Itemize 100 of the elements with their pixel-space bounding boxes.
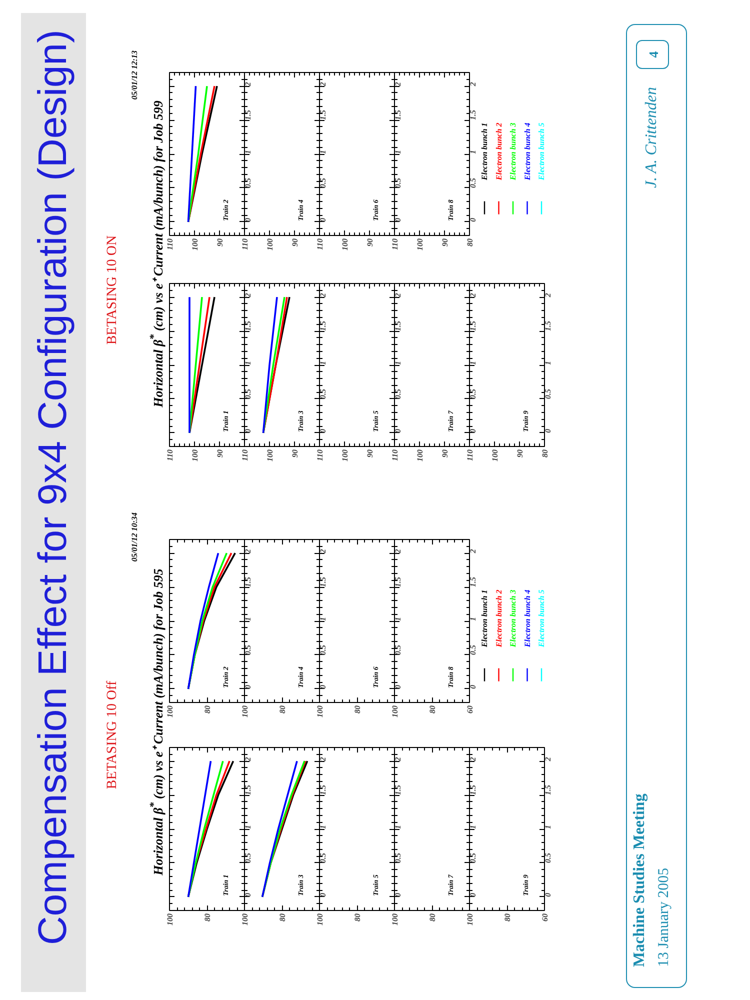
x-tick-label: 80 — [353, 914, 362, 922]
y-tick-label: 2 — [394, 757, 402, 762]
x-tick-label: 110 — [166, 238, 174, 250]
y-tick-label: 0 — [544, 428, 552, 433]
text: Electron bunch 4 — [522, 122, 532, 182]
text: Electron bunch 2 — [494, 590, 504, 648]
y-tick-label: 1.5 — [468, 110, 478, 120]
x-tick-label: 100 — [240, 706, 250, 718]
legend-label: Electron bunch 5 — [537, 122, 546, 182]
x-tick-label: 90 — [440, 450, 450, 458]
y-tick-label: 0.5 — [394, 644, 402, 655]
x-tick-label: 80 — [353, 706, 362, 714]
y-tick-label: 1 — [318, 825, 328, 829]
x-tick-label: 100 — [316, 914, 324, 926]
text: Compensation Effect for 9x4 Configuration (Design) — [30, 30, 76, 946]
x-tick-label: 100 — [416, 450, 424, 462]
y-tick-label: 1.5 — [318, 321, 328, 332]
x-tick-label: 100 — [240, 914, 250, 926]
y-tick-label: 0 — [394, 218, 402, 222]
y-tick-label: 1 — [318, 617, 328, 621]
y-tick-label: 2 — [544, 757, 552, 762]
x-tick-label: 60 — [466, 706, 474, 714]
y-tick-label: 2 — [318, 293, 328, 298]
y-tick-label: 1.5 — [394, 321, 402, 332]
x-tick-label: 110 — [390, 238, 400, 250]
y-tick-label: 0 — [468, 428, 478, 433]
y-tick-label: 0 — [468, 218, 478, 222]
y-tick-label: 0 — [318, 892, 328, 897]
y-tick-label: 1 — [468, 361, 478, 365]
text: BETASING 10 Off — [104, 680, 121, 790]
x-tick-label: 80 — [203, 914, 212, 922]
y-tick-label: 0.5 — [468, 852, 478, 863]
y-tick-label: 0 — [394, 892, 402, 897]
y-tick-label: 1 — [394, 825, 402, 829]
y-tick-label: 0 — [318, 684, 328, 689]
x-tick-label: 90 — [290, 450, 300, 458]
y-tick-label: 2 — [244, 549, 252, 554]
y-tick-label: 2 — [468, 549, 478, 554]
y-tick-label: 2 — [318, 757, 328, 762]
y-tick-label: 0 — [244, 892, 252, 897]
y-tick-label: 0.5 — [468, 644, 478, 655]
x-tick-label: 110 — [466, 449, 474, 462]
y-tick-label: 0 — [318, 428, 328, 433]
x-tick-label: 100 — [190, 238, 200, 250]
x-tick-label: 90 — [290, 238, 300, 246]
y-tick-label: 1.5 — [394, 110, 402, 120]
y-tick-label: 1.5 — [468, 785, 478, 796]
y-tick-label: 2 — [394, 549, 402, 554]
y-tick-label: 2 — [244, 757, 252, 762]
y-tick-label: 0.5 — [394, 178, 402, 188]
x-tick-label: 80 — [278, 706, 287, 714]
x-tick-label: 100 — [490, 450, 500, 462]
x-tick-label: 100 — [166, 914, 174, 926]
y-tick-label: 0.5 — [318, 852, 328, 863]
y-tick-label: 1 — [394, 150, 402, 154]
x-tick-label: 110 — [240, 238, 250, 250]
y-tick-label: 2 — [394, 82, 402, 88]
y-tick-label: 1.5 — [244, 577, 252, 588]
y-tick-label: 0.5 — [318, 178, 328, 188]
y-tick-label: 1.5 — [318, 110, 328, 120]
x-tick-label: 100 — [316, 706, 324, 718]
y-tick-label: 2 — [244, 82, 252, 88]
x-tick-label: 90 — [216, 238, 224, 246]
text: Electron bunch 3 — [508, 590, 518, 648]
y-tick-label: 0 — [394, 428, 402, 433]
y-tick-label: 2 — [468, 757, 478, 762]
text: 05/01/12 12:13 — [129, 50, 140, 100]
x-tick-label: 80 — [466, 238, 474, 246]
y-tick-label: 1.5 — [468, 577, 478, 588]
x-tick-label: 110 — [316, 238, 324, 250]
y-tick-label: 0.5 — [318, 644, 328, 655]
y-tick-label: 1.5 — [394, 577, 402, 588]
x-tick-label: 100 — [266, 450, 274, 462]
y-tick-label: 2 — [318, 82, 328, 88]
y-tick-label: 0 — [318, 218, 328, 222]
y-tick-label: 1 — [394, 361, 402, 365]
y-tick-label: 2 — [544, 293, 552, 298]
y-tick-label: 0.5 — [468, 388, 478, 399]
y-tick-label: 0.5 — [394, 388, 402, 399]
y-tick-label: 1 — [544, 825, 552, 829]
x-tick-label: 100 — [166, 706, 174, 718]
y-tick-label: 1.5 — [468, 321, 478, 332]
x-tick-label: 110 — [240, 449, 250, 462]
x-tick-label: 110 — [166, 449, 174, 462]
y-tick-label: 1.5 — [318, 785, 328, 796]
y-tick-label: 1.5 — [244, 110, 252, 120]
y-tick-label: 1 — [318, 150, 328, 154]
y-tick-label: 0 — [244, 218, 252, 222]
text: Electron bunch 1 — [480, 590, 489, 648]
text: 13 January 2005 — [655, 868, 673, 967]
text: Electron bunch 4 — [522, 590, 532, 648]
y-tick-label: 1 — [468, 617, 478, 621]
y-tick-label: 0.5 — [244, 178, 252, 188]
y-tick-label: 0.5 — [244, 644, 252, 655]
text: J. A. Crittenden — [642, 86, 661, 188]
text: 05/01/12 10:34 — [129, 512, 140, 562]
y-tick-label: 0.5 — [244, 852, 252, 863]
y-tick-label: 1.5 — [318, 577, 328, 588]
y-tick-label: 0.5 — [544, 388, 552, 399]
y-tick-label: 0 — [544, 892, 552, 897]
